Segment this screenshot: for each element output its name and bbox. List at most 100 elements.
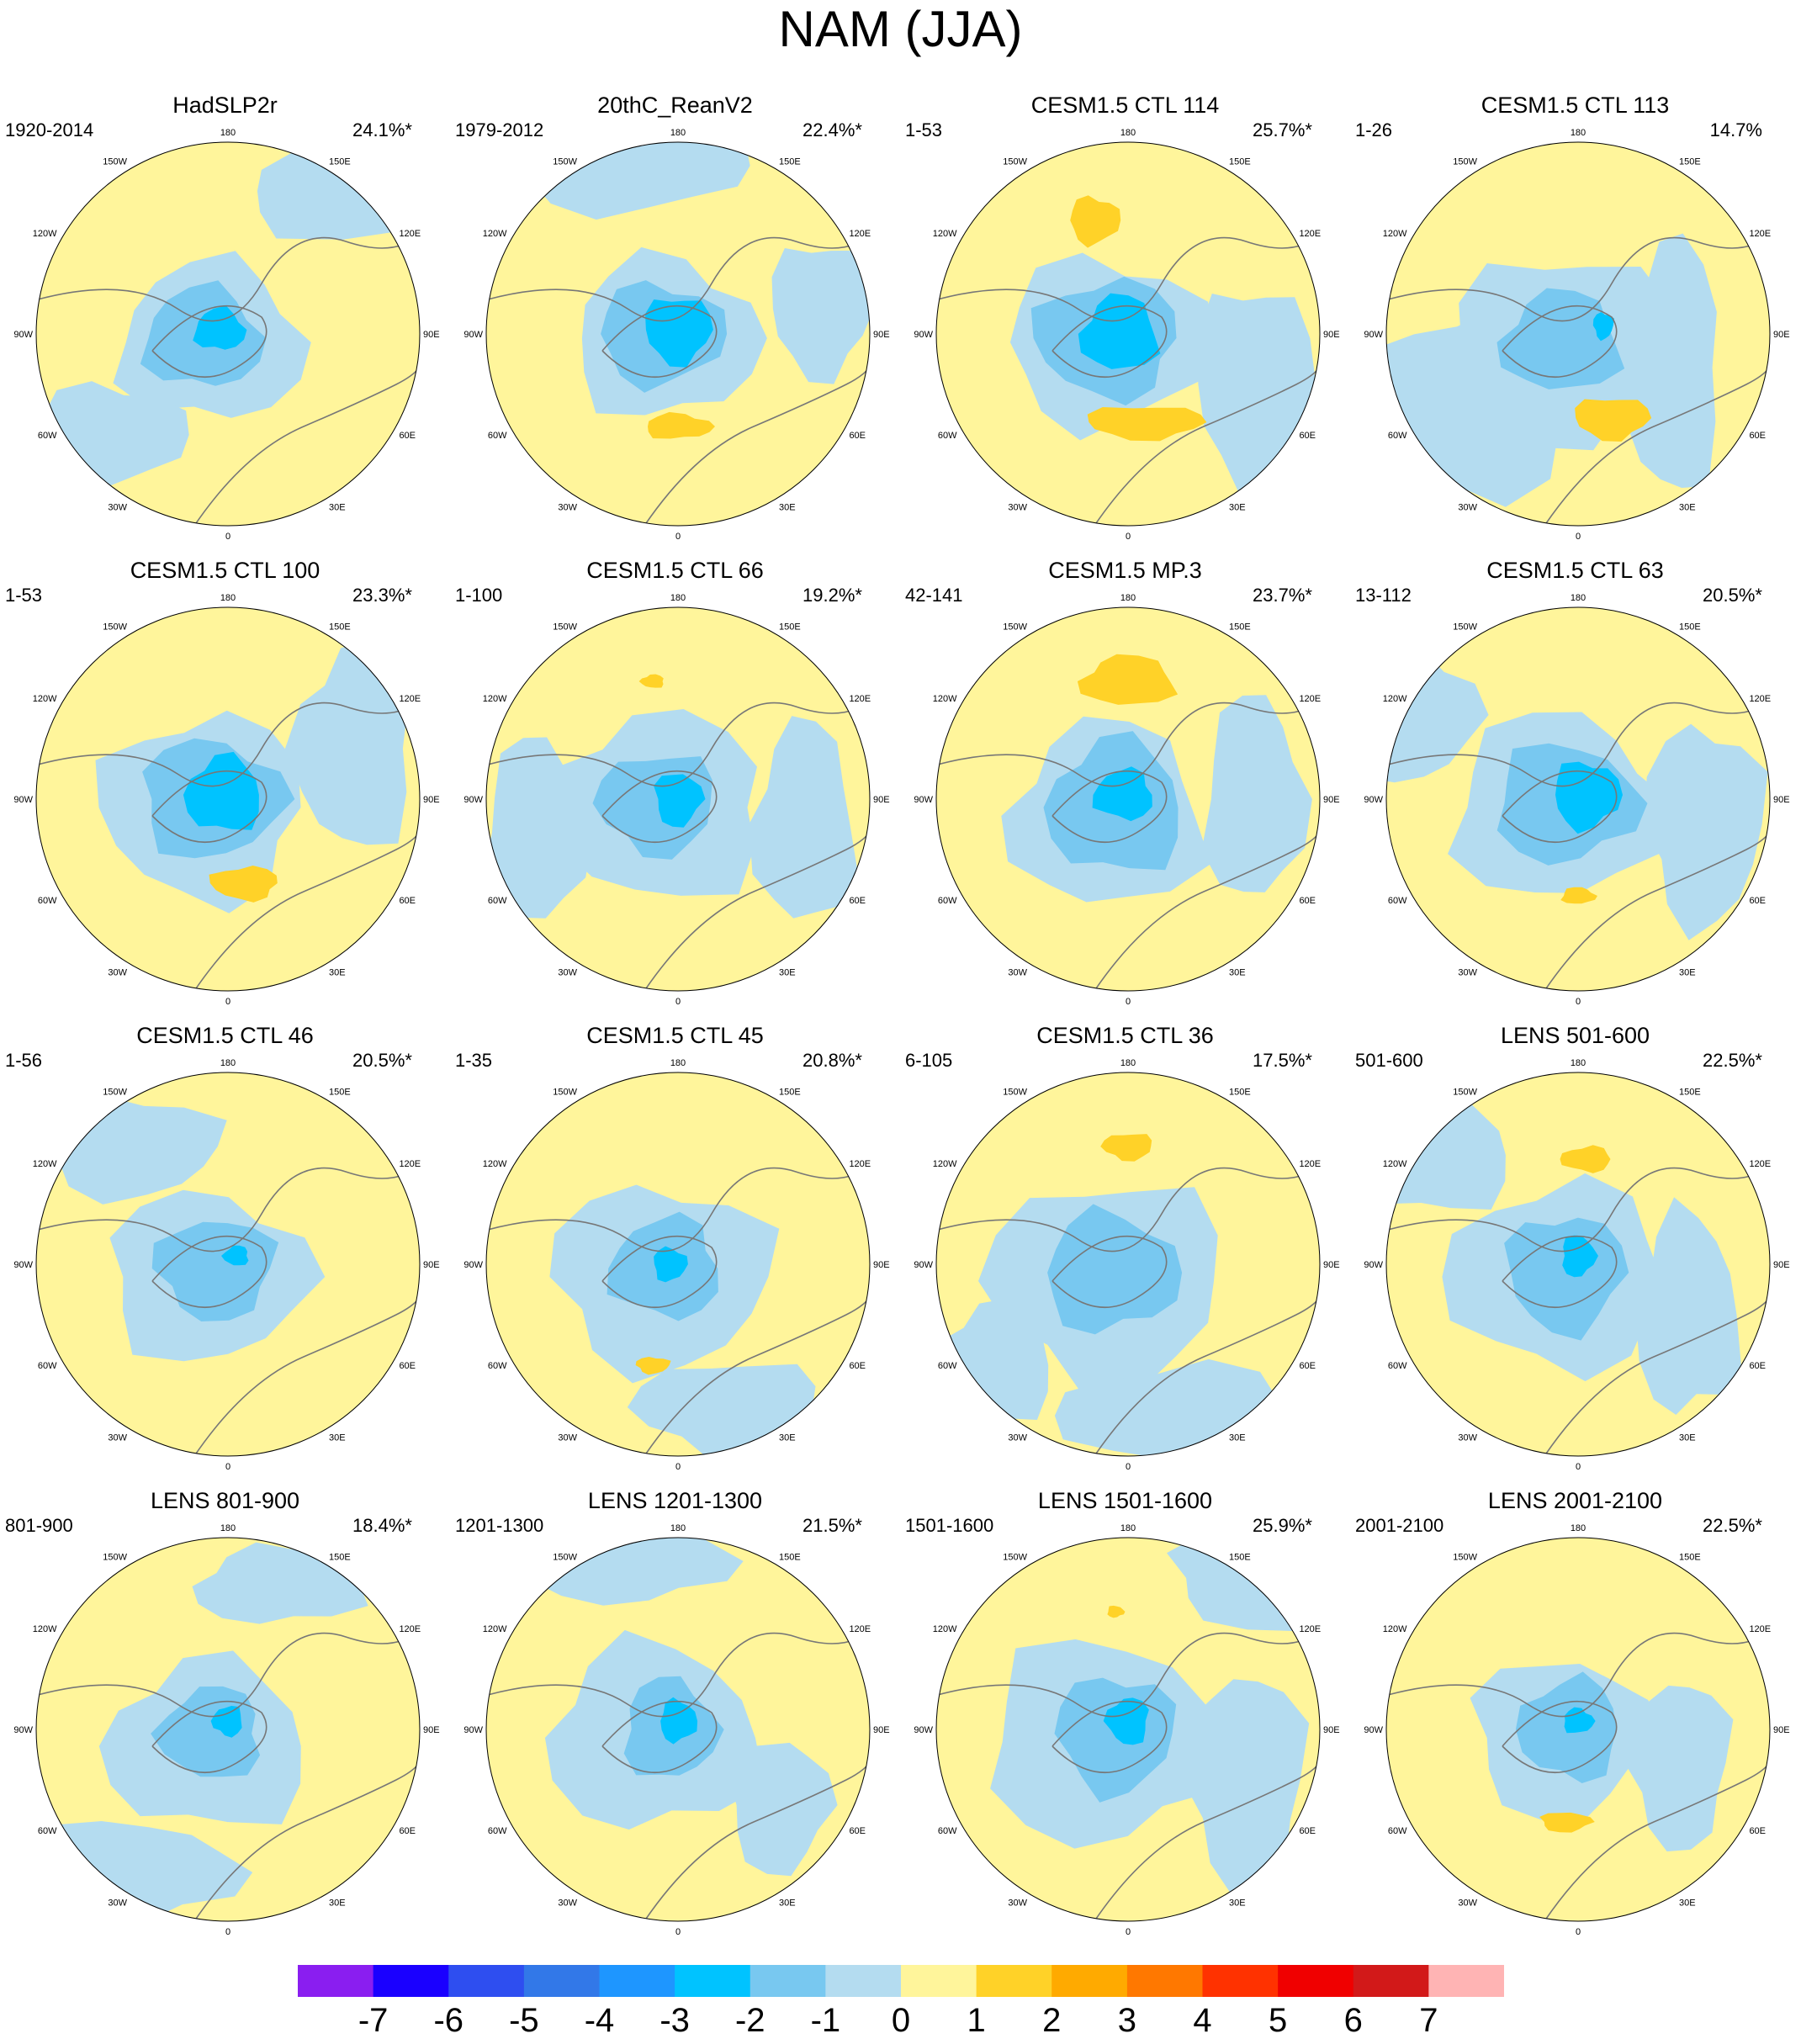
colorbar-segment (1278, 1965, 1354, 1997)
negative-anomaly-center (1092, 766, 1152, 822)
panel-title: CESM1.5 CTL 114 (1030, 93, 1220, 118)
greenland-coastline (151, 770, 268, 844)
longitude-label: 120E (1749, 229, 1771, 239)
longitude-label: 120W (33, 694, 57, 704)
longitude-label: 30E (329, 1898, 346, 1908)
longitude-label: 0 (675, 1927, 681, 1937)
longitude-label: 120W (1383, 229, 1407, 239)
longitude-label: 0 (675, 997, 681, 1007)
coastline (486, 232, 870, 322)
longitude-label: 90E (1323, 1260, 1340, 1270)
longitude-label: 150E (1229, 157, 1251, 167)
longitude-label: 150E (779, 1553, 801, 1563)
longitude-label: 60E (1299, 1826, 1316, 1836)
longitude-label: 90E (423, 795, 440, 805)
panel-period: 1-100 (455, 585, 503, 606)
longitude-label: 0 (1126, 997, 1131, 1007)
longitude-label: 120W (1383, 1159, 1407, 1169)
main-title: NAM (JJA) (778, 1, 1023, 57)
colorbar-tick-label: -4 (584, 2002, 615, 2039)
longitude-label: 90E (423, 1260, 440, 1270)
longitude-label: 30E (779, 1432, 796, 1443)
longitude-label: 90W (13, 795, 33, 805)
longitude-label: 90W (1364, 330, 1383, 340)
coastline (486, 1162, 870, 1252)
positive-anomaly-region (1107, 1605, 1126, 1618)
longitude-label: 60E (849, 1361, 866, 1371)
longitude-label: 150E (779, 622, 801, 633)
longitude-label: 60W (1388, 896, 1407, 906)
longitude-label: 30E (1679, 1898, 1696, 1908)
longitude-label: 150W (1003, 622, 1027, 633)
longitude-label: 120E (849, 1624, 871, 1634)
greenland-coastline (151, 1235, 268, 1309)
longitude-label: 60W (1388, 1826, 1407, 1836)
longitude-label: 60E (399, 1361, 416, 1371)
negative-anomaly-region (1624, 1685, 1734, 1852)
longitude-label: 150W (553, 1553, 577, 1563)
longitude-label: 30W (1008, 967, 1027, 977)
panel-title: CESM1.5 CTL 100 (130, 558, 320, 583)
map-panel: 180 0 90W 90E 150W 150E 120W 120E 60W 60E 30W 30E Ha… (0, 88, 450, 553)
map-border (35, 1072, 421, 1457)
longitude-label: 180 (220, 128, 236, 138)
longitude-label: 90W (13, 1725, 33, 1735)
longitude-label: 150E (1679, 157, 1701, 167)
longitude-label: 180 (220, 1058, 236, 1068)
greenland-coastline (1051, 304, 1168, 379)
negative-anomaly-center (1555, 761, 1623, 834)
colorbar-tick-label: 7 (1419, 2002, 1438, 2039)
coastline (36, 1162, 420, 1252)
coastline (1386, 697, 1770, 787)
negative-anomaly-region (749, 716, 859, 919)
europe-coastline (193, 815, 420, 991)
panel-period: 1-56 (5, 1050, 43, 1071)
map-border (1385, 1072, 1771, 1457)
panel-title: LENS 501-600 (1500, 1023, 1650, 1048)
longitude-label: 180 (670, 1523, 686, 1533)
longitude-label: 120E (849, 694, 871, 704)
negative-anomaly-region (257, 142, 420, 240)
europe-coastline (644, 1745, 870, 1921)
coastline (36, 232, 420, 322)
longitude-label: 90E (873, 330, 890, 340)
longitude-label: 120E (399, 1624, 421, 1634)
longitude-label: 60E (1299, 431, 1316, 441)
europe-coastline (1544, 1745, 1770, 1921)
panel-variance-pct: 25.9%* (1253, 1515, 1312, 1536)
panel-period: 1-53 (5, 585, 43, 606)
europe-coastline (1094, 1280, 1320, 1456)
coastline (936, 697, 1320, 787)
coastline (936, 1628, 1320, 1718)
longitude-label: 60E (1749, 1826, 1766, 1836)
greenland-coastline (1502, 1235, 1618, 1309)
longitude-label: 60W (488, 896, 507, 906)
panel-variance-pct: 20.8%* (803, 1050, 862, 1071)
polar-map: 180 0 90W 90E 150W 150E 120W 120E 60W 60E 30W 30E (463, 593, 889, 1007)
longitude-label: 90E (423, 1725, 440, 1735)
longitude-label: 150E (329, 157, 351, 167)
longitude-label: 30E (1679, 1432, 1696, 1443)
longitude-label: 90W (1364, 1725, 1383, 1735)
europe-coastline (1544, 1280, 1770, 1456)
greenland-coastline (151, 1700, 268, 1774)
longitude-label: 120W (483, 1159, 507, 1169)
positive-anomaly-region (1575, 399, 1652, 442)
longitude-label: 120E (849, 1159, 871, 1169)
longitude-label: 180 (1120, 1523, 1136, 1533)
longitude-label: 150E (1229, 622, 1251, 633)
colorbar-segment (750, 1965, 826, 1997)
panel-variance-pct: 20.5%* (1703, 585, 1762, 606)
longitude-label: 120W (483, 229, 507, 239)
colorbar-tick-label: -6 (433, 2002, 464, 2039)
longitude-label: 30W (558, 967, 577, 977)
longitude-label: 120W (483, 694, 507, 704)
longitude-label: 120E (1299, 1159, 1321, 1169)
longitude-label: 90E (1773, 1260, 1790, 1270)
longitude-label: 30E (329, 502, 346, 512)
panel-title: HadSLP2r (172, 93, 278, 118)
map-panel: 180 0 90W 90E 150W 150E 120W 120E 60W 60E 30W 30E CE… (450, 1019, 900, 1484)
longitude-label: 120E (1299, 229, 1321, 239)
positive-anomaly-region (1077, 654, 1179, 705)
longitude-label: 30W (558, 1898, 577, 1908)
